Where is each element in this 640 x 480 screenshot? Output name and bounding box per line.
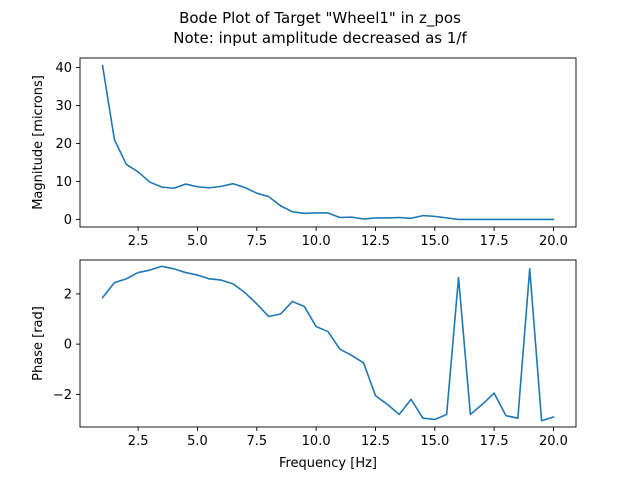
magnitude-ytick-label: 10 xyxy=(55,175,72,190)
phase-ytick-label: −2 xyxy=(53,388,72,403)
magnitude-axes: 2.5 5.0 7.5 10.0 12.5 15.0 17.5 20.0 0 10 20 30 40 Ma… xyxy=(31,57,577,249)
magnitude-xtick-label: 10.0 xyxy=(302,234,331,249)
magnitude-xtick-label: 7.5 xyxy=(246,234,267,249)
phase-xtick-label: 12.5 xyxy=(361,434,390,449)
figure-title-line1: Bode Plot of Target "Wheel1" in z_pos xyxy=(179,9,461,28)
figure-title-line2: Note: input amplitude decreased as 1/f xyxy=(173,29,467,47)
magnitude-ylabel: Magnitude [microns] xyxy=(31,75,46,210)
phase-xtick-label: 17.5 xyxy=(480,434,509,449)
phase-axes-frame xyxy=(79,259,577,428)
magnitude-xtick-label: 15.0 xyxy=(420,234,449,249)
phase-ytick-label: 2 xyxy=(64,287,72,302)
magnitude-xtick-label: 2.5 xyxy=(128,234,149,249)
magnitude-xtick-label: 20.0 xyxy=(539,234,568,249)
magnitude-series-line xyxy=(101,64,555,221)
phase-xtick-label: 10.0 xyxy=(302,434,331,449)
magnitude-ytick-label: 30 xyxy=(55,99,72,114)
phase-xtick-label: 7.5 xyxy=(246,434,267,449)
phase-xtick-label: 15.0 xyxy=(420,434,449,449)
phase-xtick-label: 5.0 xyxy=(187,434,208,449)
phase-ytick-label: 0 xyxy=(64,338,72,353)
magnitude-ytick-label: 20 xyxy=(55,137,72,152)
magnitude-ytick-label: 40 xyxy=(55,61,72,76)
phase-series-line xyxy=(101,265,555,422)
phase-xtick-label: 20.0 xyxy=(539,434,568,449)
magnitude-ytick-label: 0 xyxy=(64,213,72,228)
phase-axes: 2.5 5.0 7.5 10.0 12.5 15.0 17.5 20.0 −2 0 2 Phase [… xyxy=(31,259,577,471)
phase-ylabel: Phase [rad] xyxy=(31,306,46,381)
magnitude-xtick-label: 17.5 xyxy=(480,234,509,249)
phase-xtick-label: 2.5 xyxy=(128,434,149,449)
magnitude-axes-frame xyxy=(79,57,577,228)
magnitude-xtick-label: 12.5 xyxy=(361,234,390,249)
phase-xlabel: Frequency [Hz] xyxy=(279,456,377,471)
magnitude-xtick-label: 5.0 xyxy=(187,234,208,249)
